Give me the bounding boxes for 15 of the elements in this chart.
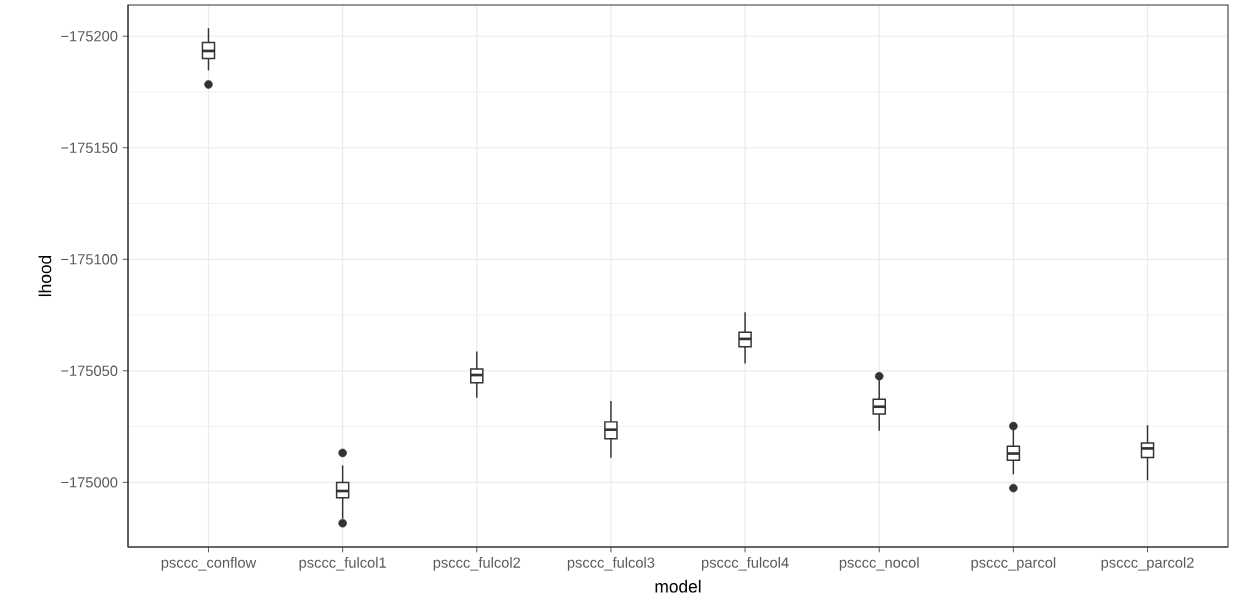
y-tick-label: −175200	[61, 31, 118, 42]
x-tick-label: psccc_parcol	[971, 557, 1056, 571]
x-tick-label: psccc_nocol	[839, 557, 919, 571]
y-tick-label: −175050	[61, 365, 118, 376]
x-tick-label: psccc_fulcol1	[299, 557, 386, 571]
y-tick-label: −175000	[61, 477, 118, 488]
x-tick-label: psccc_conflow	[161, 557, 257, 571]
y-tick-label: −175100	[61, 254, 118, 265]
x-tick-label: psccc_fulcol3	[567, 557, 655, 571]
x-tick-label: psccc_parcol2	[1101, 557, 1194, 571]
x-tick-label: psccc_fulcol4	[702, 557, 789, 571]
x-tick-label: psccc_fulcol2	[433, 557, 521, 571]
x-axis-title: model	[655, 579, 701, 593]
y-tick-label: −175150	[61, 142, 118, 153]
y-axis-title: lhood	[38, 255, 52, 297]
